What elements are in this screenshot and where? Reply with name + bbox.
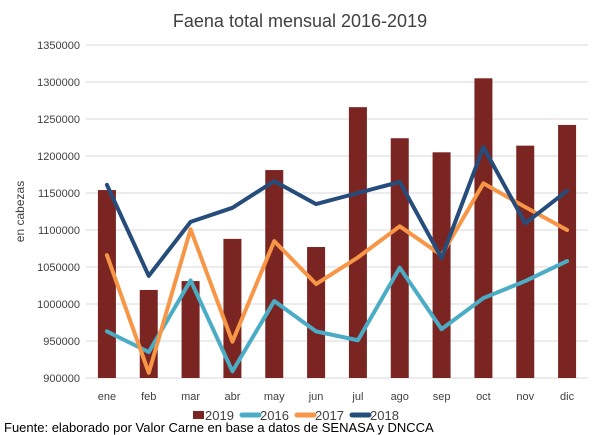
y-tick-label: 1100000 (38, 225, 80, 237)
bar-2019 (223, 238, 242, 378)
bar-2019 (348, 107, 367, 378)
x-tick-label: dic (560, 391, 575, 403)
x-tick-label: abr (224, 391, 240, 403)
bar-2019 (139, 289, 158, 378)
bar-2019 (390, 138, 409, 378)
line-2018 (104, 145, 570, 278)
bar-2019 (181, 281, 200, 378)
bar-2019 (516, 145, 535, 378)
x-tick-label: ene (98, 391, 116, 403)
y-tick-label: 1150000 (38, 188, 80, 200)
x-tick-label: sep (433, 391, 451, 403)
y-tick-label: 950000 (43, 336, 80, 348)
legend-label: 2019 (205, 408, 234, 423)
bar-2019 (432, 152, 451, 378)
legend-swatch-2019 (193, 411, 204, 419)
x-tick-label: may (264, 391, 285, 403)
y-tick-label: 1250000 (37, 114, 80, 126)
source-footer: Fuente: elaborado por Valor Carne en bas… (4, 420, 434, 435)
x-tick-label: feb (141, 391, 156, 403)
y-tick-label: 1050000 (37, 262, 80, 274)
legend-label: 2017 (315, 408, 344, 423)
x-tick-label: jun (308, 391, 324, 403)
bar-2019 (307, 247, 326, 378)
bar-2019 (97, 190, 116, 378)
y-axis-label: en cabezas (13, 181, 27, 242)
bar-2019 (265, 170, 284, 378)
y-tick-label: 900000 (43, 373, 80, 385)
bar-2019 (558, 124, 577, 378)
legend-label: 2016 (260, 408, 289, 423)
x-tick-label: jul (351, 391, 363, 403)
y-tick-label: 1000000 (37, 299, 80, 311)
x-tick-label: mar (181, 391, 200, 403)
legend-label: 2018 (370, 408, 399, 423)
x-tick-label: ago (391, 391, 409, 403)
chart-title: Faena total mensual 2016-2019 (173, 11, 427, 31)
y-tick-label: 1300000 (37, 77, 80, 89)
line-2017 (104, 181, 570, 375)
bar-2019 (474, 78, 493, 379)
x-tick-label: nov (516, 391, 534, 403)
line-2016 (104, 259, 570, 374)
x-tick-label: oct (476, 391, 491, 403)
y-tick-label: 1200000 (37, 151, 80, 163)
y-tick-label: 1350000 (37, 40, 80, 52)
